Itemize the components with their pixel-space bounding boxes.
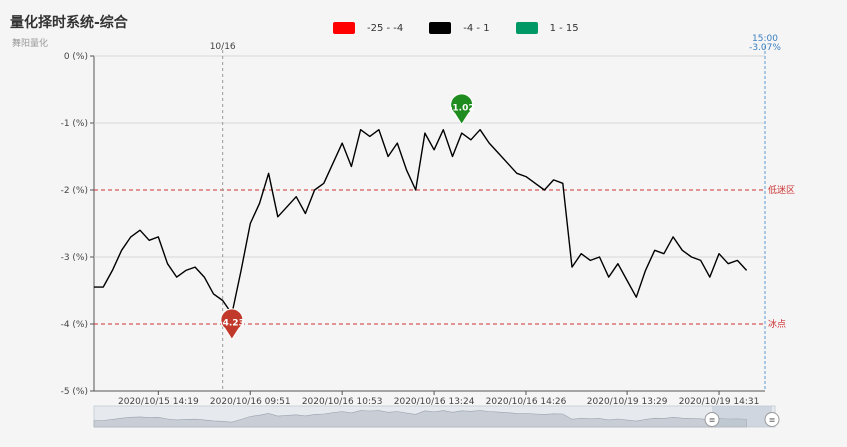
legend: -25 - -4 -4 - 1 1 - 15: [333, 22, 605, 34]
y-tick-label: -4 (%): [61, 320, 88, 330]
x-tick-label: 2020/10/16 09:51: [210, 397, 291, 407]
reference-line-label: 低迷区: [768, 184, 795, 196]
navigator-handle-glyph: ≡: [709, 416, 716, 425]
navigator-handle[interactable]: [704, 412, 720, 427]
chart-title: 量化择时系统-综合: [10, 15, 128, 31]
x-tick-label: 2020/10/16 10:53: [302, 397, 383, 407]
reference-line-label: 冰点: [768, 318, 786, 330]
y-tick-label: -3 (%): [61, 253, 88, 263]
legend-item-low[interactable]: -25 - -4: [333, 22, 403, 34]
current-marker-time: 15:00: [752, 34, 778, 44]
y-tick-label: 0 (%): [64, 52, 88, 62]
y-tick-label: -5 (%): [61, 387, 88, 397]
legend-label-high: 1 - 15: [549, 22, 579, 34]
legend-swatch-high: [515, 22, 538, 34]
x-tick-label: 2020/10/19 13:29: [587, 397, 668, 407]
day-marker-label: 10/16: [210, 42, 236, 52]
legend-swatch-low: [333, 22, 355, 34]
pin-marker[interactable]: [220, 308, 244, 341]
x-tick-label: 2020/10/16 14:26: [486, 397, 567, 407]
legend-label-mid: -4 - 1: [463, 22, 490, 34]
series-line[interactable]: [94, 129, 748, 315]
legend-swatch-mid: [429, 22, 452, 34]
pin-marker[interactable]: [450, 93, 474, 126]
navigator-handle-glyph: ≡: [769, 416, 776, 425]
pin-label: -4.23: [219, 318, 245, 328]
pin-label: -1.02: [449, 103, 475, 113]
legend-item-mid[interactable]: -4 - 1: [429, 22, 490, 34]
legend-label-low: -25 - -4: [367, 22, 404, 34]
x-tick-label: 2020/10/19 14:31: [679, 397, 760, 407]
legend-item-high[interactable]: 1 - 15: [515, 22, 579, 34]
chart-subtitle: 舞阳量化: [12, 39, 49, 49]
y-tick-label: -2 (%): [61, 186, 88, 196]
navigator-series: [93, 410, 747, 428]
x-tick-label: 2020/10/15 14:19: [118, 397, 199, 407]
x-tick-label: 2020/10/16 13:24: [394, 397, 475, 407]
navigator-handle[interactable]: [764, 412, 780, 427]
navigator-window[interactable]: [712, 406, 772, 427]
current-marker-value: -3.07%: [749, 43, 781, 53]
y-tick-label: -1 (%): [61, 119, 88, 129]
